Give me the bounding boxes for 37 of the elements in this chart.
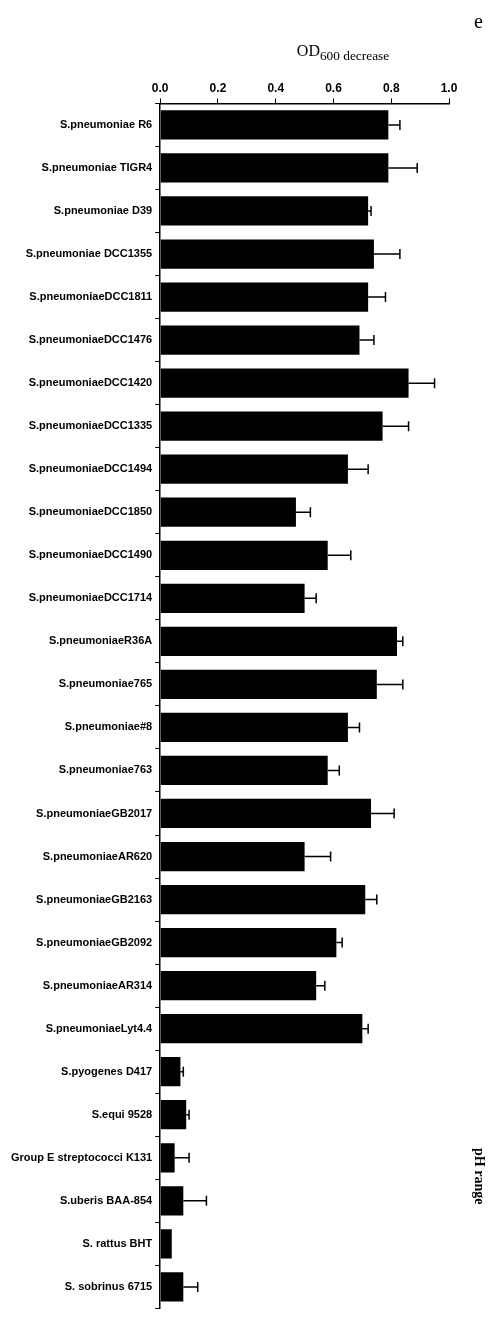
y-tick-label: S.pneumoniaeDCC1490 [28,548,153,561]
x-tick-label: 0.0 [151,80,169,95]
y-tick-label: S.pneumoniae R6 [59,117,153,130]
text: pH range [471,1148,487,1205]
y-tick-label: S. rattus BHT [82,1236,153,1249]
y-tick-label: S.pneumoniaeGB2017 [36,806,153,819]
y-tick-label: S.pneumoniae#8 [64,720,153,733]
x-axis-title: OD$_{600 decrease}$ [295,42,391,65]
y-tick-label: Group E streptococci K131 [10,1150,153,1163]
y-tick-label: S.pneumoniaeGB2163 [36,892,153,905]
y-tick-label: S. sobrinus 6715 [64,1279,153,1292]
x-tick-label: 0.8 [382,80,400,95]
y-tick-label: S.pneumoniaeDCC1420 [28,376,153,389]
y-tick-label: S.pneumoniaeDCC1476 [28,333,153,346]
y-tick-label: S.pneumoniaeAR620 [42,849,153,862]
text: e [474,10,483,33]
x-tick-label: 0.4 [267,80,285,95]
x-tick-label: 0.2 [209,80,227,95]
y-tick-label: S.pneumoniae765 [58,677,153,690]
y-tick-label: S.equi 9528 [91,1107,153,1120]
x-tick-label: 0.6 [325,80,343,95]
y-tick-label: S.pneumoniaeDCC1850 [28,505,153,518]
y-tick-label: S.pyogenes D417 [61,1064,153,1077]
y-tick-label: S.pneumoniae763 [58,763,153,776]
y-tick-label: S.pneumoniaeDCC1494 [28,462,154,475]
y-tick-label: S.pneumoniae DCC1355 [25,247,153,260]
y-tick-label: S.pneumoniaeAR314 [42,978,154,991]
y-tick-label: S.pneumoniaeR36A [48,634,153,647]
y-tick-label: S.pneumoniaeDCC1714 [28,591,154,604]
y-tick-label: S.pneumoniaeGB2092 [36,935,153,948]
y-tick-label: S.pneumoniaeDCC1811 [29,290,153,303]
y-tick-label: S.pneumoniae D39 [53,204,153,217]
y-tick-label: S.uberis BAA-854 [59,1193,154,1206]
y-tick-label: S.pneumoniaeDCC1335 [28,419,153,432]
y-tick-label: S.pneumoniae TIGR4 [41,160,154,173]
x-tick-label: 1.0 [440,80,458,95]
y-tick-label: S.pneumoniaeLyt4.4 [45,1021,154,1034]
